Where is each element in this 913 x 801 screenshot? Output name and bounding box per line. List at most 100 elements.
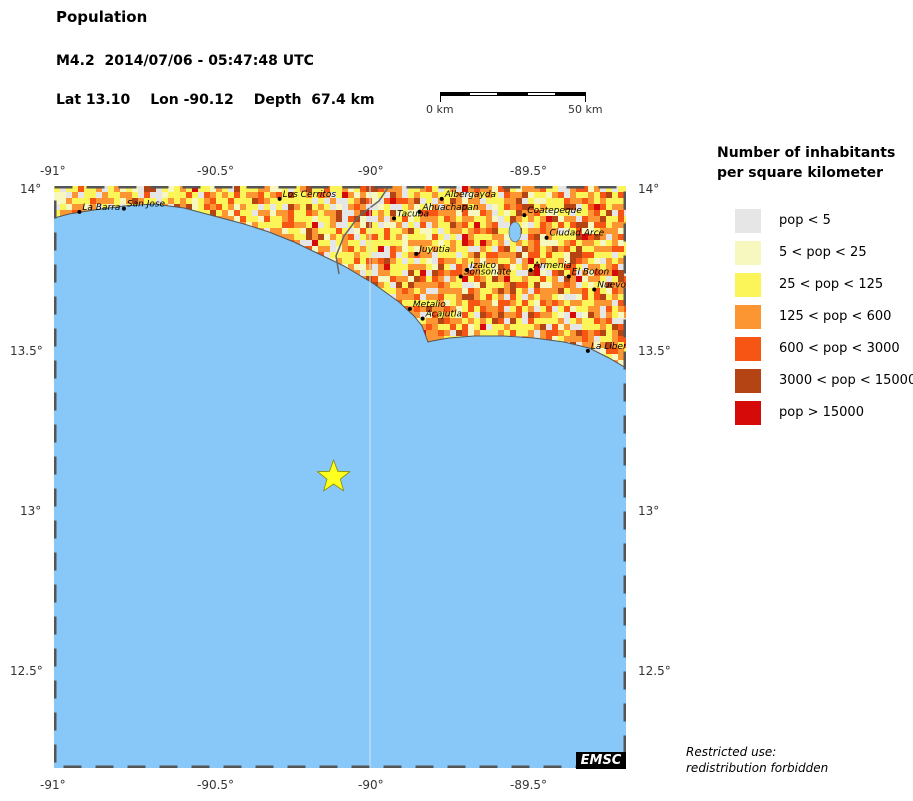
population-cell xyxy=(540,222,546,228)
population-cell xyxy=(546,186,552,192)
population-cell xyxy=(498,210,504,216)
population-cell xyxy=(540,264,546,270)
city-marker[interactable]: Sonsonate xyxy=(458,268,512,279)
population-cell xyxy=(450,198,456,204)
population-cell xyxy=(504,252,510,258)
city-marker[interactable]: La Barra xyxy=(77,203,120,214)
population-cell xyxy=(294,192,300,198)
population-cell xyxy=(408,252,414,258)
population-cell xyxy=(432,258,438,264)
population-cell xyxy=(360,270,366,276)
city-marker[interactable]: Armenia xyxy=(528,261,572,273)
population-cell xyxy=(570,252,576,258)
population-cell xyxy=(456,306,462,312)
population-cell xyxy=(516,246,522,252)
population-cell xyxy=(408,216,414,222)
population-cell xyxy=(618,354,624,360)
city-marker[interactable]: Los Cerritos xyxy=(277,190,337,201)
population-cell xyxy=(576,336,582,342)
population-cell xyxy=(540,306,546,312)
population-cell xyxy=(504,222,510,228)
population-cell xyxy=(528,240,534,246)
population-cell xyxy=(504,300,510,306)
population-cell xyxy=(372,234,378,240)
population-cell xyxy=(564,270,570,276)
population-cell xyxy=(120,192,126,198)
population-cell xyxy=(408,228,414,234)
population-cell xyxy=(366,204,372,210)
population-cell xyxy=(594,222,600,228)
population-cell xyxy=(588,270,594,276)
population-cell xyxy=(600,342,606,348)
population-cell xyxy=(498,276,504,282)
population-cell xyxy=(522,312,528,318)
population-cell xyxy=(450,264,456,270)
population-cell xyxy=(426,210,432,216)
population-cell xyxy=(102,198,108,204)
population-cell xyxy=(456,186,462,192)
population-cell xyxy=(192,204,198,210)
population-cell xyxy=(480,282,486,288)
city-marker[interactable]: Albergayda xyxy=(439,190,496,201)
city-marker[interactable]: El Boton xyxy=(566,268,610,279)
population-cell xyxy=(402,228,408,234)
population-cell xyxy=(282,234,288,240)
population-cell xyxy=(438,258,444,264)
city-marker[interactable]: Izalco xyxy=(465,261,496,273)
city-label: Coatepeque xyxy=(527,206,582,216)
city-label: La Barra xyxy=(82,203,120,213)
population-cell xyxy=(396,222,402,228)
city-marker[interactable]: Ahuachapan xyxy=(417,203,479,214)
population-cell xyxy=(606,198,612,204)
population-cell xyxy=(444,294,450,300)
city-marker[interactable]: Metalio xyxy=(407,300,446,311)
city-label: Sonsonate xyxy=(464,268,512,278)
population-cell xyxy=(210,186,216,192)
city-marker[interactable]: Tacuba xyxy=(392,209,429,221)
population-cell xyxy=(318,204,324,210)
population-cell xyxy=(426,294,432,300)
population-cell xyxy=(360,252,366,258)
population-cell xyxy=(288,210,294,216)
population-cell xyxy=(414,306,420,312)
population-cell xyxy=(516,294,522,300)
city-marker[interactable]: Ciudad Arce xyxy=(544,229,605,240)
city-marker[interactable]: Juyutia xyxy=(414,245,450,256)
city-marker[interactable]: Coatepeque xyxy=(522,206,582,218)
population-cell xyxy=(234,216,240,222)
epicenter-star[interactable] xyxy=(316,458,351,492)
population-cell xyxy=(342,210,348,216)
population-cell xyxy=(96,192,102,198)
population-cell xyxy=(192,186,198,192)
population-cell xyxy=(474,186,480,192)
population-cell xyxy=(276,192,282,198)
population-cell xyxy=(576,198,582,204)
population-cell xyxy=(348,264,354,270)
population-cell xyxy=(222,192,228,198)
population-cell xyxy=(318,240,324,246)
lon-tick-top: -91° xyxy=(40,164,66,178)
population-cell xyxy=(510,258,516,264)
population-cell xyxy=(564,276,570,282)
restriction-notice: Restricted use: redistribution forbidden xyxy=(686,744,828,776)
city-marker[interactable]: Acajutla xyxy=(420,310,462,321)
population-cell xyxy=(60,186,66,192)
population-cell xyxy=(534,288,540,294)
population-cell xyxy=(600,282,606,288)
population-cell xyxy=(618,270,624,276)
population-map[interactable]: La Barra San Jose Los Cerritos Albergayda Ah… xyxy=(54,186,626,768)
city-marker[interactable]: Nuevo xyxy=(592,280,626,292)
population-cell xyxy=(390,294,396,300)
population-cell xyxy=(138,198,144,204)
city-marker[interactable]: San Jose xyxy=(121,200,166,211)
population-cell xyxy=(588,216,594,222)
population-cell xyxy=(570,306,576,312)
population-cell xyxy=(462,210,468,216)
city-marker[interactable]: La Liber xyxy=(585,342,626,353)
population-cell xyxy=(210,204,216,210)
population-cell xyxy=(558,300,564,306)
population-cell xyxy=(594,264,600,270)
population-cell xyxy=(612,252,618,258)
population-cell xyxy=(588,282,594,288)
population-cell xyxy=(348,204,354,210)
